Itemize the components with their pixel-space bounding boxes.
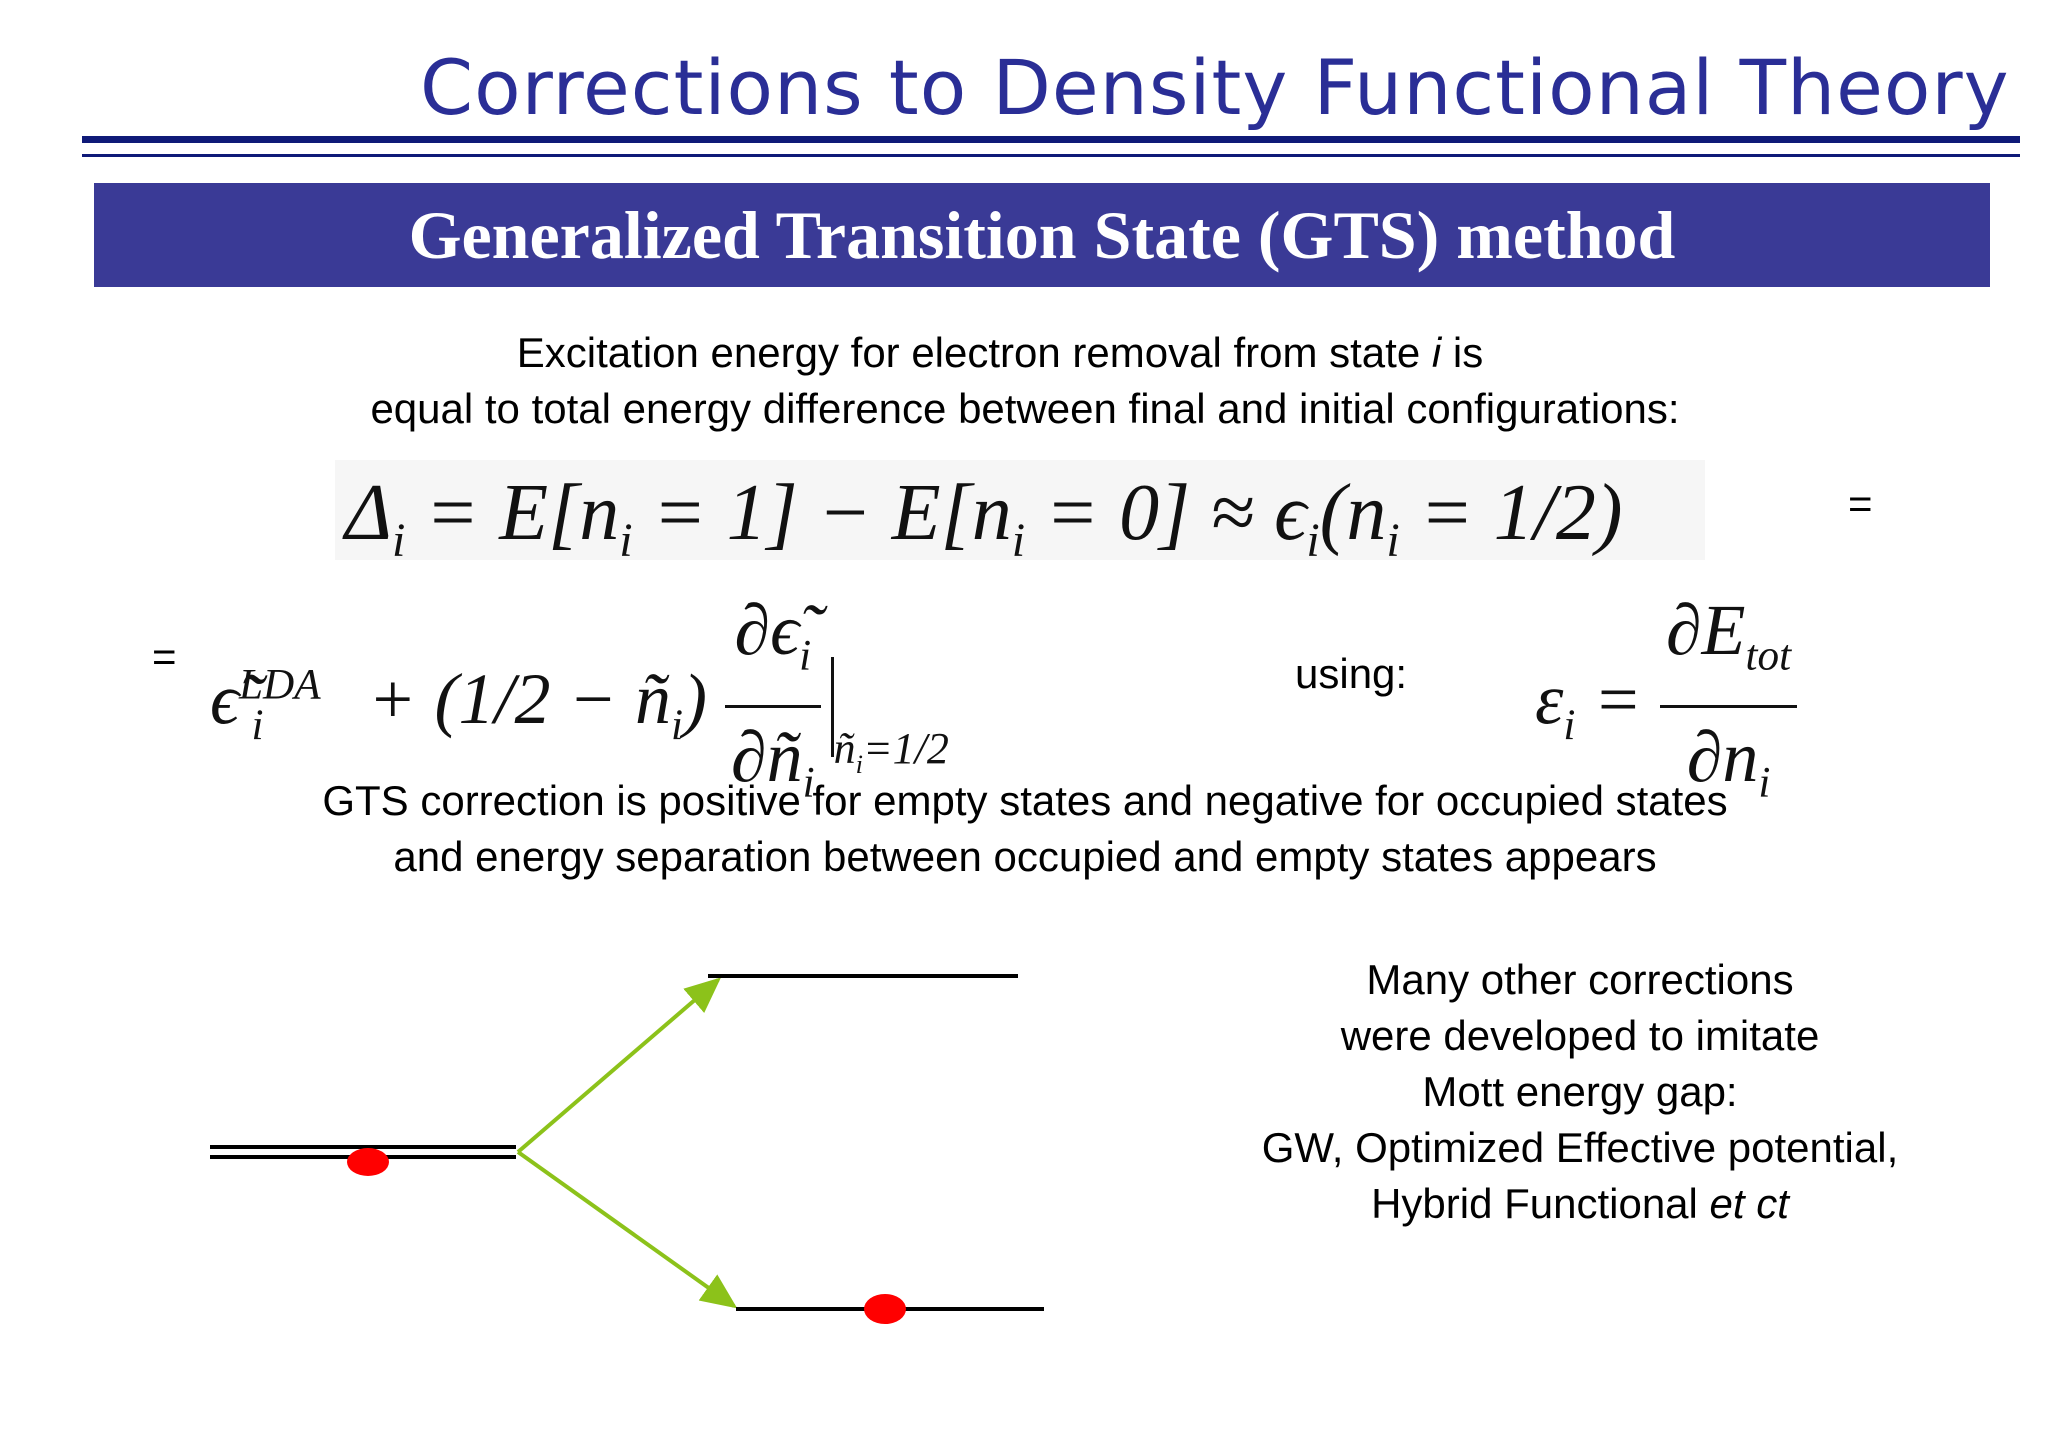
electron-dot-occupied xyxy=(864,1294,906,1324)
banner-title: Generalized Transition State (GTS) metho… xyxy=(408,197,1676,273)
gts-line-1: GTS correction is positive for empty sta… xyxy=(322,777,1728,824)
many-line-2: were developed to imitate xyxy=(1340,1012,1820,1059)
equation-1: Δi = E[ni = 1] − E[ni = 0] ≈ ϵi(ni = 1/2… xyxy=(345,469,1623,567)
many-line-1: Many other corrections xyxy=(1366,956,1794,1003)
slide-title: Corrections to Density Functional Theory xyxy=(420,43,2010,132)
many-line-3: Mott energy gap: xyxy=(1422,1068,1738,1115)
intro-line-2: equal to total energy difference between… xyxy=(370,385,1680,432)
section-banner: Generalized Transition State (GTS) metho… xyxy=(94,183,1990,287)
many-line-5: Hybrid Functional et ct xyxy=(1371,1180,1789,1227)
equation-3-fraction: ∂Etot ∂ni xyxy=(1659,585,1798,829)
arrow-down xyxy=(516,1150,738,1309)
equation-1-trailing-equals: = xyxy=(1848,480,1873,527)
electron-dot-initial xyxy=(347,1148,389,1176)
equation-1-background xyxy=(335,460,1705,560)
energy-level-diagram xyxy=(210,974,1044,1324)
equation-2: ϵ̃LDAi + (1/2 − ñi) ∂ϵ̃i ∂ñi ñi=1/2 xyxy=(210,585,949,829)
equation-3: εi = ∂Etot ∂ni xyxy=(1535,585,1798,829)
intro-line-1: Excitation energy for electron removal f… xyxy=(516,329,1484,376)
equation-2-fraction: ∂ϵ̃i ∂ñi xyxy=(725,585,821,829)
arrow-up xyxy=(516,977,722,1154)
title-rule-thin xyxy=(82,154,2020,157)
many-line-4: GW, Optimized Effective potential, xyxy=(1261,1124,1899,1171)
using-label: using: xyxy=(1295,650,1408,697)
title-rule-thick xyxy=(82,136,2020,143)
gts-line-2: and energy separation between occupied a… xyxy=(393,833,1657,880)
equation-2-leading-equals: = xyxy=(152,633,177,680)
